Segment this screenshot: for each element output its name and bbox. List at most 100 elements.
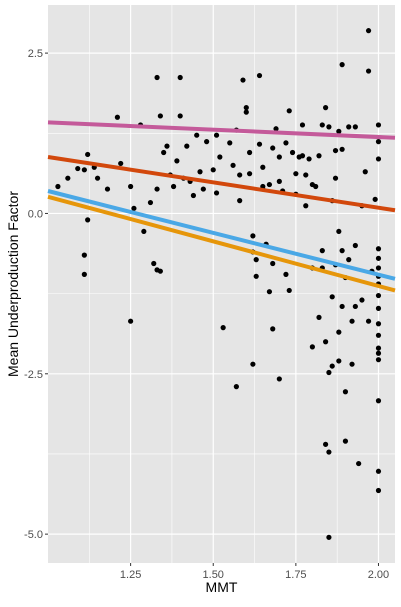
data-point <box>276 178 282 184</box>
data-point <box>323 339 329 345</box>
minor-gridlines <box>48 5 395 563</box>
data-point <box>154 186 160 192</box>
data-point <box>326 124 332 130</box>
y-axis-title: Mean Underproduction Factor <box>5 191 21 377</box>
data-point <box>306 156 312 162</box>
data-point <box>346 257 352 263</box>
data-point <box>128 183 134 190</box>
data-point <box>329 363 335 369</box>
data-point <box>246 171 253 177</box>
data-point <box>283 140 289 146</box>
data-point <box>128 318 134 324</box>
data-point <box>352 303 358 310</box>
data-point <box>104 186 111 192</box>
data-point <box>359 297 365 303</box>
data-point <box>313 183 319 190</box>
data-point <box>299 153 306 159</box>
data-point <box>346 124 352 130</box>
data-point <box>375 255 382 261</box>
data-point <box>332 147 339 154</box>
data-point <box>270 145 276 151</box>
data-point <box>309 344 315 350</box>
data-point <box>326 369 332 376</box>
data-point <box>157 268 163 274</box>
data-point <box>339 248 345 254</box>
data-point <box>266 181 273 188</box>
data-point <box>329 294 335 300</box>
data-point <box>286 287 292 294</box>
data-point <box>336 329 342 335</box>
data-point <box>326 534 332 540</box>
data-point <box>65 175 71 181</box>
major-gridlines <box>48 5 395 563</box>
data-point <box>118 160 124 167</box>
trend-line <box>47 189 396 281</box>
data-point <box>299 122 306 128</box>
data-point <box>375 468 382 474</box>
data-point <box>85 151 91 158</box>
data-point <box>213 132 220 138</box>
data-point <box>375 345 382 351</box>
data-point <box>293 171 299 177</box>
data-point <box>323 441 329 447</box>
data-point <box>55 183 61 190</box>
data-point <box>131 205 137 211</box>
data-point <box>375 292 382 299</box>
data-point <box>349 318 355 324</box>
data-point <box>240 77 246 83</box>
data-point <box>256 72 263 79</box>
panel-background <box>48 5 395 563</box>
trend-lines <box>47 120 396 293</box>
data-point <box>349 361 355 367</box>
data-point <box>375 321 382 327</box>
data-point <box>161 149 167 156</box>
data-point <box>81 271 87 277</box>
data-point <box>246 149 253 156</box>
data-point <box>230 162 236 168</box>
data-point <box>316 153 322 159</box>
data-point <box>336 228 342 235</box>
data-point <box>177 113 183 119</box>
data-point <box>319 122 325 128</box>
data-point <box>170 183 177 190</box>
data-point <box>75 165 81 172</box>
data-point <box>362 169 368 175</box>
data-point <box>365 318 372 324</box>
x-tick-label: 1.25 <box>120 569 141 581</box>
data-point <box>303 203 309 209</box>
data-point <box>233 384 239 390</box>
data-point <box>316 314 322 320</box>
data-point <box>332 175 339 181</box>
trend-line <box>47 155 396 213</box>
data-point <box>375 487 382 494</box>
data-point <box>154 74 160 81</box>
data-point <box>250 233 256 239</box>
data-point <box>336 358 342 364</box>
data-point <box>352 242 358 249</box>
y-axis-ticks: -5.0 -2.5 0.0 2.5 <box>24 48 48 541</box>
data-point <box>365 68 372 74</box>
data-point <box>270 260 276 267</box>
data-point <box>194 132 200 138</box>
trend-line <box>47 194 396 293</box>
data-point <box>220 325 226 331</box>
data-point <box>289 149 296 156</box>
data-point <box>283 271 289 277</box>
y-tick-label: 2.5 <box>28 48 43 60</box>
data-point <box>85 217 91 223</box>
data-point <box>213 190 220 196</box>
data-point <box>342 389 349 395</box>
data-point <box>372 196 378 202</box>
data-point <box>365 28 372 34</box>
data-point <box>276 154 282 160</box>
data-point <box>253 273 259 279</box>
data-point <box>342 438 349 444</box>
data-points <box>55 28 382 540</box>
data-point <box>303 172 309 178</box>
data-point <box>147 199 154 206</box>
data-point <box>81 252 87 258</box>
data-point <box>319 248 325 254</box>
data-point <box>114 114 120 120</box>
